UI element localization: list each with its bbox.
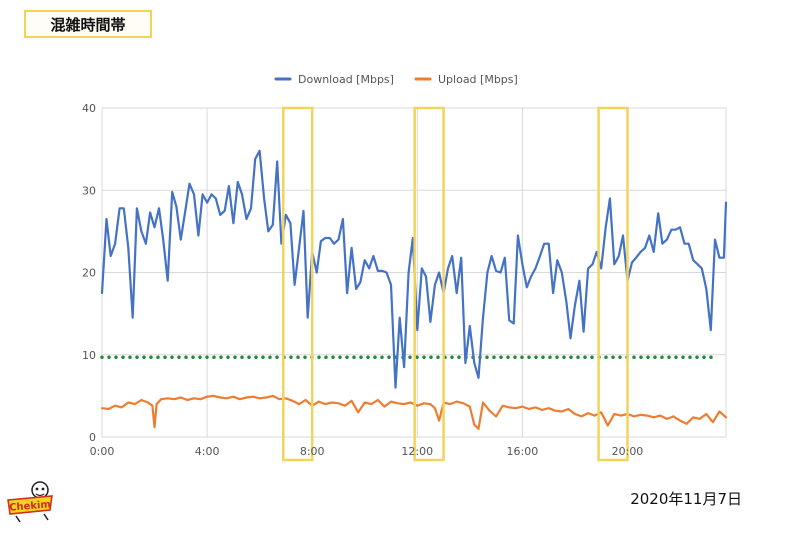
y-tick-label: 0 [89,431,96,444]
congestion-highlight-box [597,106,629,462]
x-tick-label: 8:00 [300,445,325,458]
x-tick-label: 0:00 [90,445,115,458]
y-tick-label: 10 [82,349,96,362]
x-tick-label: 16:00 [507,445,539,458]
congestion-highlight-box [282,106,314,462]
page-title: 混雑時間帯 [24,10,152,38]
chekim-logo: Chekim [7,481,53,523]
y-tick-label: 20 [82,267,96,280]
x-tick-label: 20:00 [612,445,644,458]
chart-axes: 0 10 20 30 40 0:00 4:00 8:00 12:00 16:00 20:00 [82,102,643,458]
chart-legend: Download [Mbps] Upload [Mbps] [274,73,518,86]
date-label: 2020年11月7日 [630,490,742,508]
legend-download-label: Download [Mbps] [298,73,394,86]
congestion-highlight-box [413,106,445,462]
x-tick-label: 12:00 [401,445,433,458]
y-tick-label: 30 [82,184,96,197]
x-tick-label: 4:00 [195,445,220,458]
y-tick-label: 40 [82,102,96,115]
legend-upload-label: Upload [Mbps] [438,73,518,86]
congestion-highlights [282,106,629,462]
svg-text:Chekim: Chekim [9,499,52,514]
